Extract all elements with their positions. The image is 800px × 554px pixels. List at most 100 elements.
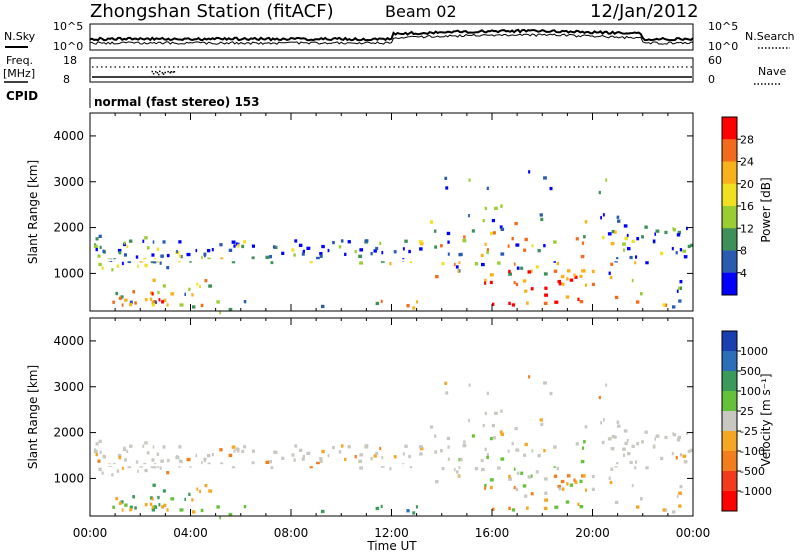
velocity-cell	[118, 501, 122, 505]
velocity-cell	[354, 455, 357, 459]
power-cell	[415, 300, 418, 304]
velocity-cell	[445, 391, 449, 395]
velocity-cell	[557, 484, 561, 489]
range-gap-line	[91, 259, 692, 262]
power-cell	[373, 249, 377, 253]
power-cell	[135, 255, 139, 259]
power-cell	[447, 240, 450, 244]
power-cell	[652, 239, 656, 243]
power-cell	[192, 305, 196, 309]
velocity-cell	[373, 454, 377, 458]
velocity-cell	[635, 505, 640, 509]
velocity-cell	[591, 487, 595, 491]
velocity-cell	[121, 508, 124, 512]
power-cell	[486, 186, 489, 190]
colorbar-swatch	[722, 451, 737, 472]
power-cell	[614, 230, 617, 234]
power-cell	[393, 250, 397, 254]
velocity-cell	[200, 508, 204, 513]
power-cell	[591, 269, 595, 274]
velocity-cells	[91, 375, 693, 520]
power-cell	[683, 255, 688, 259]
velocity-cell	[481, 467, 485, 472]
velocity-cell	[178, 445, 182, 449]
power-cell	[118, 251, 122, 255]
power-cell	[562, 282, 565, 286]
power-cell	[491, 218, 495, 223]
velocity-cell	[316, 461, 320, 466]
power-cell	[95, 237, 99, 241]
power-cell	[270, 260, 274, 265]
velocity-cell	[149, 496, 153, 500]
power-cell	[166, 253, 170, 258]
velocity-cell	[233, 449, 236, 453]
power-cell	[672, 305, 676, 309]
velocity-cell	[236, 449, 240, 453]
power-cell	[513, 280, 516, 285]
nsky-panel: N.Sky 10^5 10^0 10^5 10^0 N.Search	[4, 20, 795, 53]
colorbar-tick-label: -1000	[740, 485, 772, 498]
power-cell	[321, 244, 325, 249]
power-cell	[166, 266, 170, 270]
velocity-cell	[687, 449, 691, 454]
velocity-cell	[375, 506, 380, 511]
power-cell	[617, 219, 621, 223]
velocity-cell	[622, 447, 626, 451]
velocity-cell	[444, 381, 448, 385]
velocity-cell	[558, 487, 562, 491]
power-cell	[484, 206, 487, 211]
velocity-cell	[375, 451, 379, 456]
velocity-y-ticks: 1000 2000 3000 4000	[53, 334, 693, 485]
velocity-cell	[489, 485, 493, 490]
power-cell	[184, 292, 186, 296]
velocity-cell	[662, 508, 666, 512]
power-cell	[123, 241, 126, 245]
power-colorbar: 4 8 12 16 20 24 28 Power [dB]	[721, 116, 773, 296]
velocity-cell	[419, 447, 424, 451]
power-cell	[463, 235, 466, 239]
velocity-cell	[440, 449, 443, 453]
velocity-cell	[447, 457, 450, 461]
power-cell	[513, 262, 516, 266]
power-cell	[178, 240, 182, 244]
freq-unit: [MHz]	[3, 67, 35, 80]
power-cell	[409, 259, 412, 264]
power-cell	[624, 236, 628, 241]
colorbar-swatch	[722, 331, 737, 352]
power-cell	[129, 239, 133, 243]
power-x-ticks	[89, 113, 694, 311]
power-cell	[553, 269, 558, 273]
velocity-cell	[645, 466, 649, 470]
velocity-cell	[120, 500, 124, 504]
velocity-cell	[522, 484, 527, 488]
velocity-cell	[609, 480, 613, 485]
power-cell	[635, 255, 638, 259]
power-cell	[265, 255, 270, 259]
power-cell	[98, 234, 102, 238]
power-cell	[228, 248, 233, 252]
nave-dip-mark	[173, 70, 176, 73]
colorbar-tick-label: -25	[740, 425, 758, 438]
velocity-cell	[453, 467, 456, 472]
velocity-cell	[490, 436, 493, 441]
velocity-cell	[137, 469, 139, 473]
velocity-cell	[359, 453, 364, 457]
power-cell	[522, 279, 527, 283]
velocity-cell	[184, 497, 186, 501]
power-cell	[677, 230, 681, 235]
velocity-cell	[319, 457, 323, 461]
power-cell	[219, 311, 221, 315]
velocity-cell	[231, 445, 236, 449]
velocity-cell	[338, 450, 342, 454]
velocity-cell	[95, 442, 99, 446]
velocity-cell	[196, 487, 199, 491]
velocity-cell	[608, 476, 611, 480]
power-cell	[236, 244, 240, 248]
power-cell	[458, 260, 461, 265]
velocity-colorbar-swatches	[722, 331, 737, 512]
power-cell	[243, 300, 247, 304]
power-cell	[543, 244, 546, 248]
colorbar-tick-label: 25	[740, 405, 754, 418]
power-cell	[523, 248, 527, 252]
colorbar-swatch	[722, 250, 737, 274]
